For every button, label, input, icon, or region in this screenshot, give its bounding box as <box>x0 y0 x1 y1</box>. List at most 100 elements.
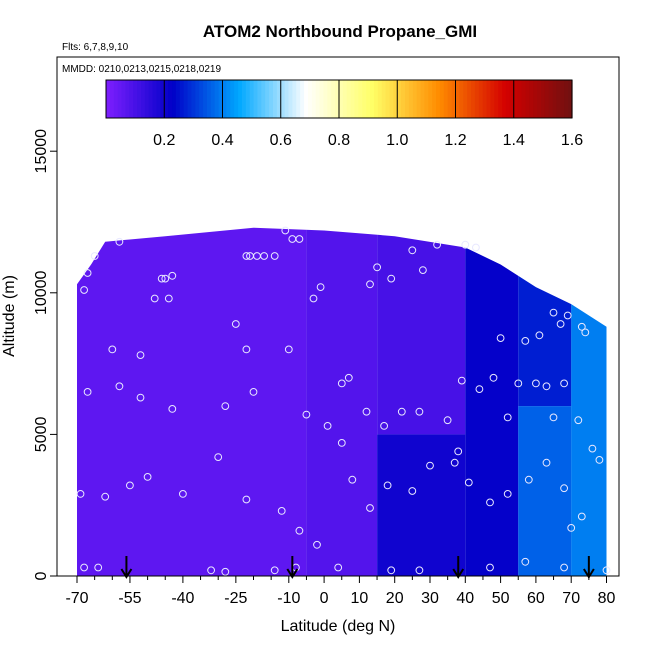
field-cell <box>377 434 466 576</box>
sample-point <box>362 407 371 416</box>
sample-point <box>76 490 85 498</box>
sample-point <box>270 566 279 575</box>
sample-point <box>108 345 117 354</box>
x-tick-label: 40 <box>456 590 474 607</box>
chart-title: ATOM2 Northbound Propane_GMI <box>203 22 477 41</box>
x-tick-label: -55 <box>118 590 141 607</box>
sample-point <box>157 274 166 283</box>
sample-point <box>284 345 293 354</box>
sample-point <box>419 266 427 275</box>
sample-point <box>602 566 611 575</box>
x-tick-label: 30 <box>421 590 439 607</box>
sample-point <box>542 382 551 391</box>
sample-point <box>475 385 484 394</box>
sample-point <box>535 331 544 340</box>
sample-point <box>348 475 357 484</box>
colorbar-tick-label: 1.4 <box>503 132 525 149</box>
field-cells <box>77 227 607 576</box>
sample-point <box>83 388 92 396</box>
sample-point <box>489 373 498 382</box>
sample-point <box>214 453 223 462</box>
flight-arrow <box>286 556 299 579</box>
sample-points <box>76 226 611 576</box>
sample-point <box>472 243 480 252</box>
sample-point <box>143 473 152 481</box>
sample-point <box>295 526 304 535</box>
flight-arrows <box>120 556 595 579</box>
sample-point <box>80 563 88 572</box>
x-tick-label: 80 <box>598 590 616 607</box>
colorbar-tick-label: 1.2 <box>444 132 466 149</box>
sample-point <box>281 226 290 235</box>
sample-point <box>415 566 424 575</box>
sample-point <box>309 294 318 303</box>
sample-point <box>344 373 353 382</box>
colorbar-tick-label: 0.2 <box>153 132 175 149</box>
x-tick-label: -40 <box>171 590 194 607</box>
field-cell <box>518 227 572 407</box>
sample-point <box>337 379 346 388</box>
flight-arrow <box>452 556 465 579</box>
colorbar-gradient <box>106 80 573 118</box>
flight-arrow <box>120 556 133 579</box>
flights-label: Flts: 6,7,8,9,10 <box>62 42 129 53</box>
sample-point <box>486 498 494 507</box>
sample-point <box>521 337 530 345</box>
x-tick-label: 10 <box>351 590 369 607</box>
sample-point <box>101 492 110 501</box>
dates-label: MMDD: 0210,0213,0215,0218,0219 <box>62 64 221 75</box>
sample-point <box>443 416 452 425</box>
sample-point <box>415 407 424 416</box>
y-tick-label: 10000 <box>33 270 50 315</box>
sample-point <box>242 495 251 504</box>
x-tick-label: -10 <box>277 590 300 607</box>
y-axis-label: Altitude (m) <box>1 275 18 357</box>
sample-point <box>164 294 173 303</box>
sample-point <box>221 567 230 576</box>
sample-point <box>514 379 523 388</box>
colorbar-tick-label: 1.0 <box>386 132 408 149</box>
colorbar-tick-label: 1.6 <box>561 132 583 149</box>
sample-point <box>80 286 88 294</box>
field-cell <box>465 227 519 576</box>
sample-point <box>161 274 170 283</box>
sample-point <box>556 320 565 328</box>
y-axis: 0 5000 10000 15000 <box>33 129 57 580</box>
sample-point <box>426 461 434 470</box>
sample-point <box>136 393 145 402</box>
sample-point <box>366 504 374 512</box>
sample-point <box>503 490 512 498</box>
sample-point <box>136 351 145 360</box>
sample-point <box>168 405 177 413</box>
field-cell <box>77 227 307 576</box>
sample-point <box>549 308 558 317</box>
colorbar-tick-label: 0.6 <box>270 132 292 149</box>
x-tick-label: 70 <box>562 590 580 607</box>
sample-point <box>334 563 343 572</box>
sample-point <box>461 240 470 249</box>
x-tick-label: 0 <box>320 590 329 607</box>
colorbar-tick-label: 0.8 <box>328 132 350 149</box>
sample-point <box>221 402 230 411</box>
sample-point <box>408 246 417 255</box>
sample-point <box>373 263 382 272</box>
sample-point <box>383 481 392 490</box>
sample-point <box>249 388 258 396</box>
x-tick-label: 20 <box>386 590 404 607</box>
sample-point <box>397 407 406 416</box>
colorbar: 0.2 0.4 0.6 0.8 1.0 1.2 1.4 1.6 <box>105 79 583 149</box>
x-tick-label: -25 <box>224 590 247 607</box>
sample-point <box>595 456 604 464</box>
heatmap-field <box>77 227 607 576</box>
sample-point <box>90 252 99 260</box>
x-tick-label: 60 <box>527 590 545 607</box>
sample-point <box>242 345 251 354</box>
sample-point <box>313 540 321 549</box>
sample-point <box>577 322 586 331</box>
x-axis-label: Latitude (deg N) <box>281 618 396 635</box>
sample-point <box>454 447 463 456</box>
field-cell <box>571 227 607 576</box>
sample-point <box>503 413 512 422</box>
sample-point <box>457 376 466 385</box>
